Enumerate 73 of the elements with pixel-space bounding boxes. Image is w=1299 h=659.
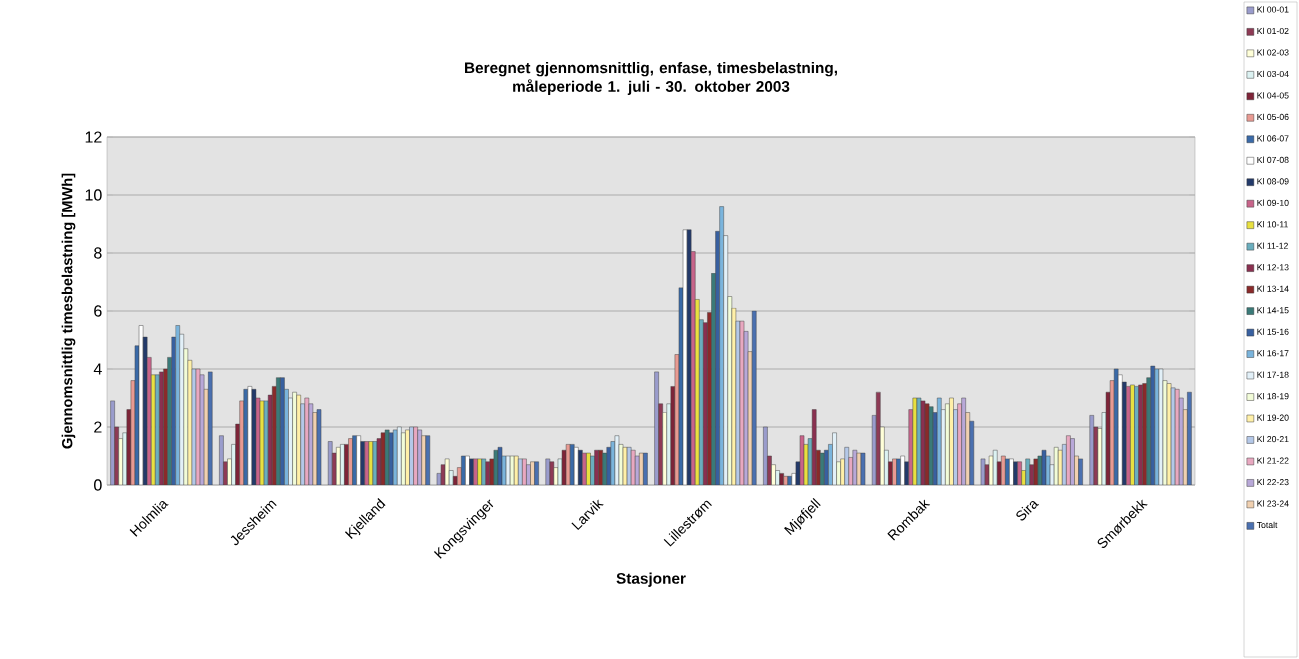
legend-label: Kl 18-19 (1257, 392, 1289, 400)
legend-label: Kl 00-01 (1257, 6, 1289, 13)
bar (630, 449, 636, 485)
legend-label: Kl 20-21 (1257, 435, 1289, 443)
legend-label: Kl 15-16 (1257, 328, 1289, 335)
x-tick-label: Sira (1016, 500, 1039, 521)
chart-title: Beregnet gjennomsnittlig, enfase, timesbelastning, måleperiode 1. juli - 30. oktober 2003 (465, 61, 837, 95)
bar (961, 397, 966, 485)
bar (686, 229, 692, 485)
y-tick-label: 6 (94, 305, 102, 317)
x-axis-title: Stasjoner (616, 572, 686, 587)
bar (1070, 438, 1075, 485)
bar (304, 397, 310, 485)
bar (514, 455, 519, 485)
bar (522, 458, 527, 485)
y-tick-label: 10 (85, 189, 102, 201)
legend-label: Kl 19-20 (1257, 414, 1289, 421)
bar (469, 458, 474, 485)
legend-label: Kl 09-10 (1257, 199, 1289, 206)
y-tick-label: 2 (94, 421, 102, 433)
legend-label: Kl 14-15 (1257, 306, 1289, 314)
legend-label: Kl 23-24 (1257, 500, 1289, 507)
y-tick-label: 0 (94, 479, 102, 491)
bar (639, 452, 644, 485)
bar (1170, 387, 1176, 485)
bar (518, 458, 523, 485)
legend-label: Kl 05-06 (1257, 113, 1289, 120)
bar (207, 371, 213, 485)
y-tick-label: 12 (85, 131, 102, 143)
bar (316, 409, 322, 485)
y-tick-label: 4 (93, 363, 102, 375)
legend-label: Kl 06-07 (1257, 135, 1289, 142)
bar (643, 452, 648, 485)
bar (779, 473, 784, 485)
bar (1187, 391, 1192, 485)
bar (1166, 383, 1172, 485)
bar (530, 461, 535, 485)
legend-label: Kl 22-23 (1257, 478, 1289, 486)
bar (856, 452, 862, 485)
bar (626, 447, 632, 485)
bar (949, 397, 954, 485)
bar (751, 310, 757, 485)
bar (413, 426, 418, 485)
legend-label: Kl 07-08 (1257, 156, 1289, 163)
legend-label: Kl 03-04 (1257, 70, 1289, 78)
legend-label: Kl 16-17 (1257, 349, 1289, 357)
bar (1078, 458, 1083, 485)
y-tick-label: 8 (94, 247, 102, 259)
bar (860, 452, 866, 485)
legend-label: Kl 02-03 (1257, 49, 1289, 56)
bar (534, 461, 539, 485)
bar (425, 435, 431, 485)
bar (844, 447, 850, 485)
legend-label: Kl 08-09 (1257, 178, 1289, 185)
bar (739, 320, 745, 485)
bar (1013, 461, 1018, 485)
legend-label: Kl 04-05 (1257, 92, 1289, 99)
bar (1066, 435, 1071, 485)
legend-label: Kl 11-12 (1257, 242, 1288, 249)
bar (852, 449, 858, 485)
legend-label: Kl 17-18 (1257, 371, 1289, 378)
bar (251, 389, 257, 485)
legend-label: Kl 12-13 (1257, 264, 1289, 271)
legend-label: Kl 01-02 (1257, 27, 1289, 35)
bar (417, 429, 422, 485)
bar (992, 449, 998, 485)
bar (296, 394, 301, 485)
legend-label: Kl 13-14 (1257, 285, 1289, 292)
legend-label: Kl 10-11 (1257, 221, 1288, 228)
legend-label: Kl 21-22 (1257, 457, 1289, 464)
y-axis-title: Gjennomsnittlig timesbelastning [MWh] (61, 173, 76, 449)
bar (1174, 389, 1180, 485)
legend-label: Totalt (1256, 521, 1278, 529)
